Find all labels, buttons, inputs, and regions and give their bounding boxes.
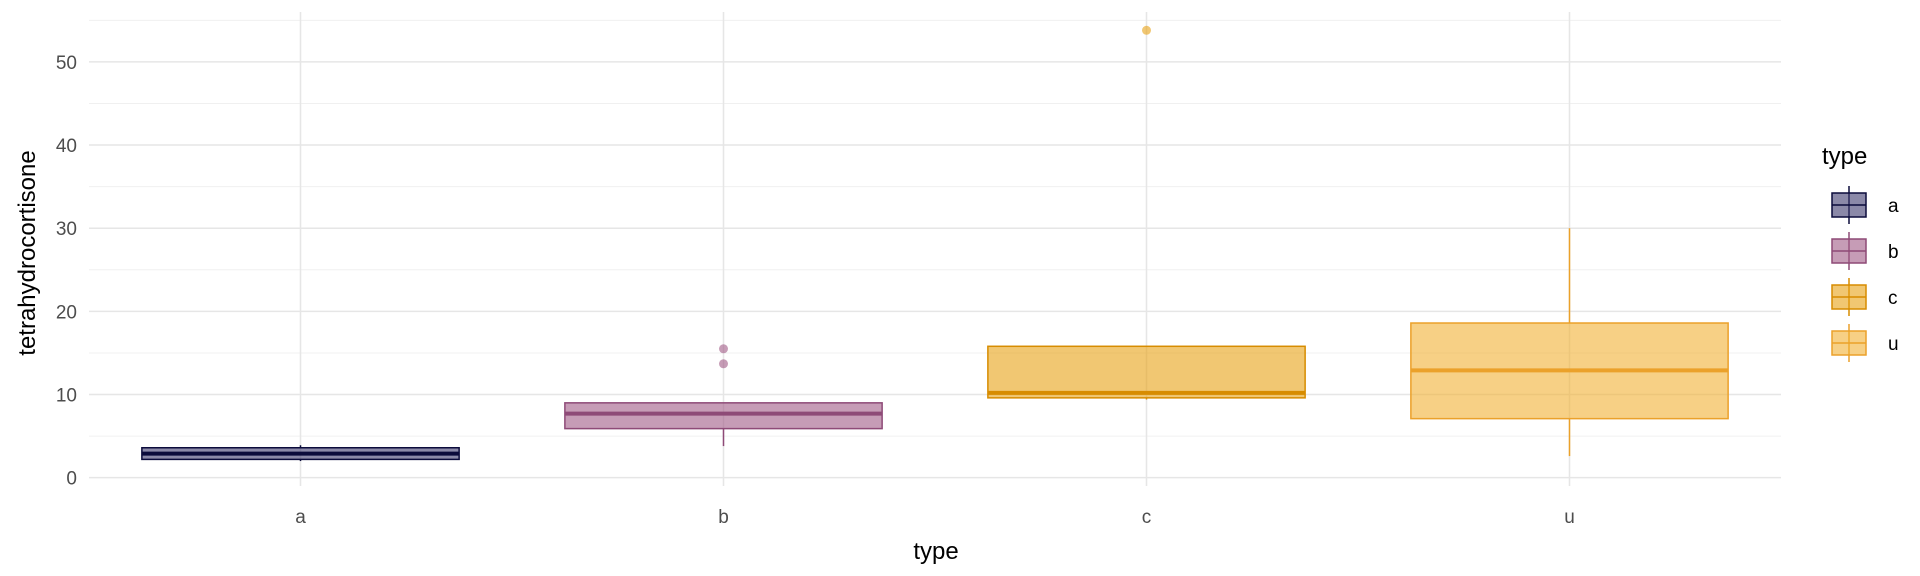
boxplot-series	[141, 25, 1729, 462]
box-body	[564, 402, 883, 430]
x-tick-label: a	[295, 507, 306, 528]
x-tick-label: c	[1142, 507, 1152, 528]
box-a	[141, 445, 460, 462]
y-tick-label: 30	[56, 219, 77, 240]
outlier-point	[719, 359, 728, 369]
legend-label: c	[1888, 288, 1898, 309]
legend-label: a	[1888, 196, 1899, 217]
legend-label: u	[1888, 334, 1899, 355]
y-tick-label: 10	[56, 386, 77, 407]
legend-item-a: a	[1831, 186, 1899, 224]
legend-item-c: c	[1831, 278, 1898, 316]
y-tick-label: 50	[56, 53, 77, 74]
y-tick-label: 40	[56, 136, 77, 157]
x-tick-label: u	[1564, 507, 1575, 528]
outlier-point	[1142, 25, 1151, 35]
legend-label: b	[1888, 242, 1899, 263]
y-axis-title: tetrahydrocortisone	[14, 150, 41, 355]
legend-item-u: u	[1831, 324, 1899, 362]
y-axis-ticks: 0 10 20 30 40 50	[56, 53, 77, 490]
legend-item-b: b	[1831, 232, 1899, 270]
box-body	[987, 345, 1306, 399]
legend: type a b c u	[1822, 143, 1899, 362]
y-tick-label: 0	[66, 469, 77, 490]
x-axis-title: type	[913, 538, 958, 565]
box-u	[1410, 228, 1729, 457]
outlier-point	[719, 344, 728, 354]
x-tick-label: b	[718, 507, 729, 528]
box-c	[987, 25, 1306, 400]
legend-title: type	[1822, 143, 1867, 170]
y-tick-label: 20	[56, 302, 77, 323]
box-b	[564, 344, 883, 447]
